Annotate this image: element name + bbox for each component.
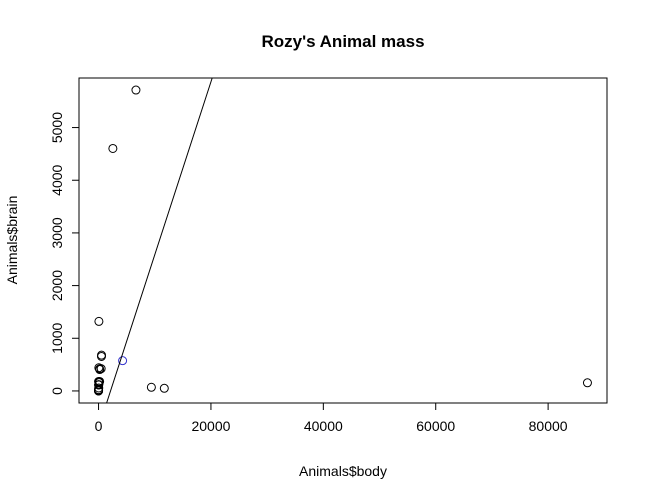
data-points (94, 85, 592, 396)
x-tick-label: 0 (95, 418, 103, 434)
y-tick-label: 3000 (49, 217, 65, 248)
x-tick-label: 40000 (304, 418, 343, 434)
y-tick-label: 4000 (49, 164, 65, 195)
regression-line-group (106, 77, 213, 404)
data-point (94, 386, 104, 396)
y-tick-label: 1000 (49, 322, 65, 353)
x-tick-label: 80000 (529, 418, 568, 434)
data-point (108, 143, 118, 153)
x-tick-label: 20000 (191, 418, 230, 434)
y-axis-label: Animals$brain (4, 196, 20, 285)
data-point (118, 356, 128, 366)
data-point (131, 85, 141, 95)
data-point (95, 376, 105, 386)
x-tick-label: 60000 (416, 418, 455, 434)
y-tick-label: 0 (49, 387, 65, 395)
data-point (95, 365, 105, 375)
data-point (97, 350, 107, 360)
chart-title: Rozy's Animal mass (261, 32, 424, 51)
regression-line (106, 77, 213, 404)
data-point (94, 363, 104, 373)
data-point (146, 382, 156, 392)
data-point (582, 378, 592, 388)
data-point (94, 316, 104, 326)
x-axis: 0 20000 40000 60000 80000 (95, 402, 568, 434)
y-tick-label: 5000 (49, 112, 65, 143)
y-tick-label: 2000 (49, 270, 65, 301)
plot-frame (78, 77, 608, 404)
data-point (159, 383, 169, 393)
x-axis-label: Animals$body (299, 463, 387, 479)
y-axis: 0 1000 2000 3000 4000 5000 (49, 112, 80, 395)
